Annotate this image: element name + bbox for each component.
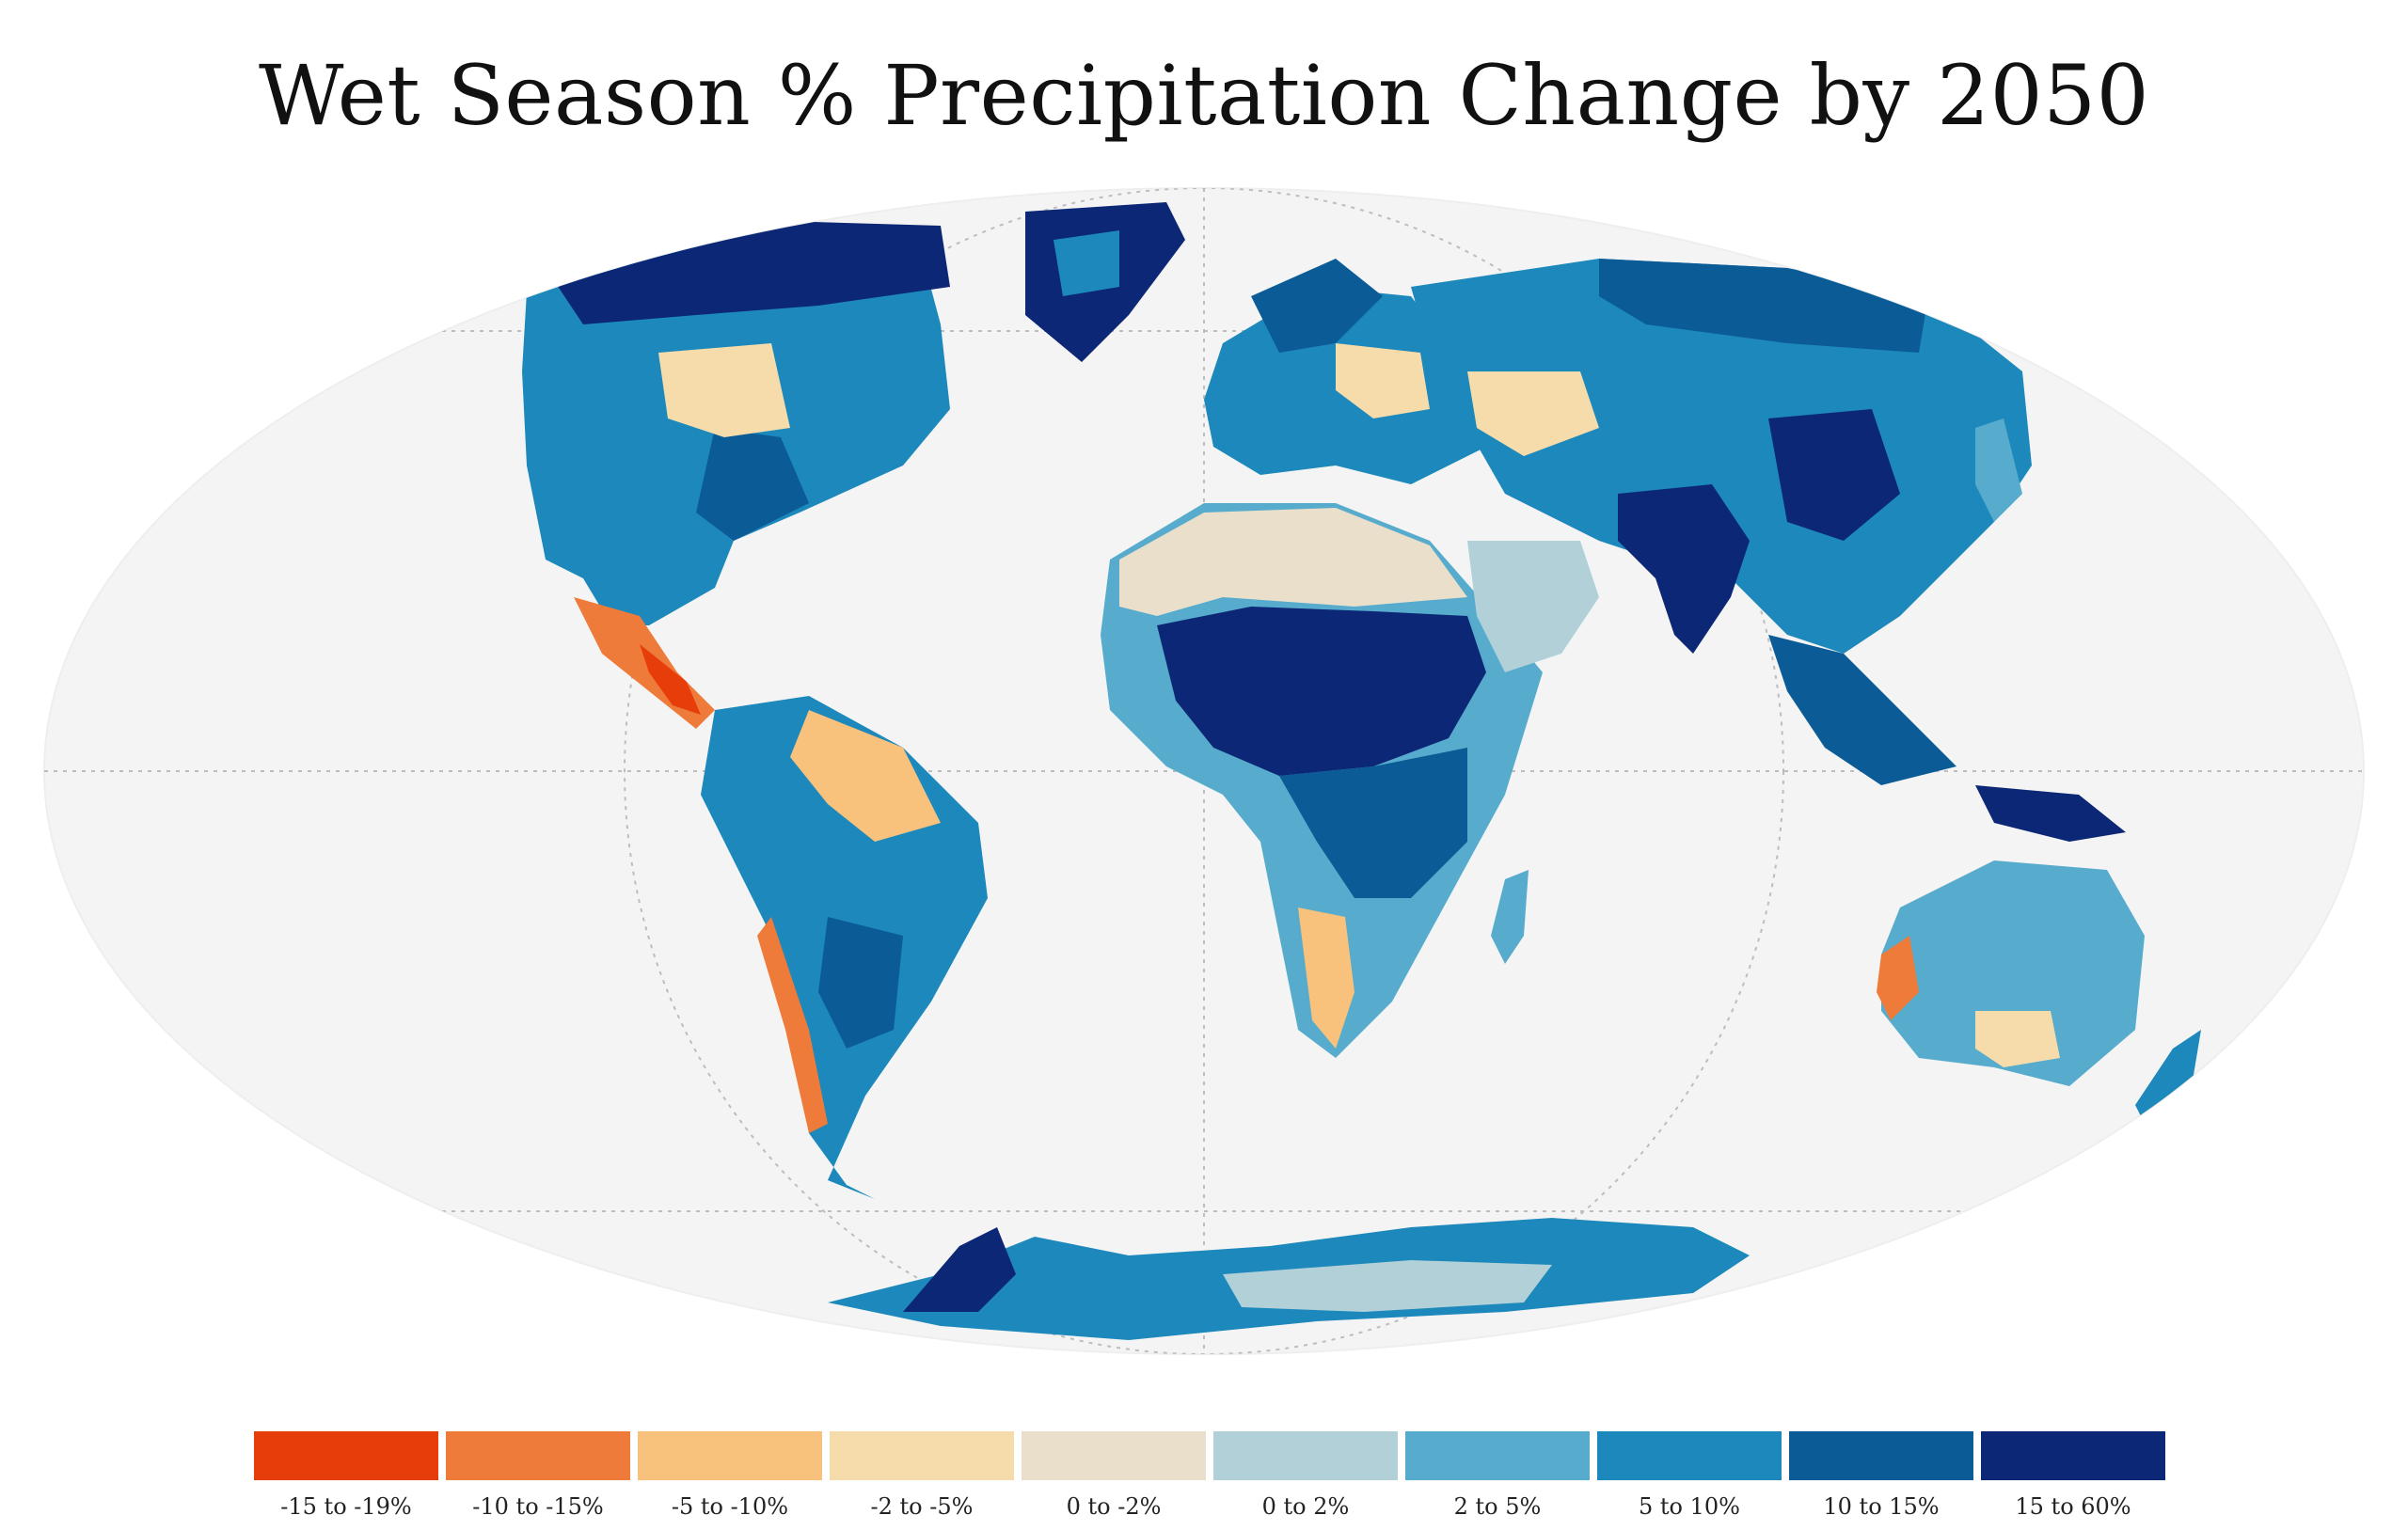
arabia [1467,541,1599,672]
legend-label: 15 to 60% [2015,1493,2131,1520]
madagascar [1491,870,1529,964]
asia [1411,259,2032,654]
australia-south-dry [1975,1011,2060,1067]
antarctic-peninsula [903,1227,1016,1312]
legend-item: 0 to 2% [1213,1431,1398,1525]
japan [1975,418,2022,522]
legend-label: 0 to 2% [1261,1493,1350,1520]
legend-swatch [1981,1431,2165,1480]
amazon-dry [790,710,941,842]
antarctica-interior [1223,1260,1552,1312]
legend-item: 2 to 5% [1405,1431,1590,1525]
legend-item: -10 to -15% [446,1431,630,1525]
legend-label: -2 to -5% [870,1493,974,1520]
europe-dry [1336,343,1430,418]
south-america-wet [818,917,903,1049]
legend-item: 15 to 60% [1981,1431,2165,1525]
andes-dry [757,917,828,1133]
legend-item: 0 to -2% [1022,1431,1206,1525]
legend-swatch [1022,1431,1206,1480]
maritime-asia [1975,785,2126,842]
legend-swatch [1213,1431,1398,1480]
land-masses [522,202,2201,1340]
legend-label: 2 to 5% [1453,1493,1542,1520]
legend-label: -10 to -15% [472,1493,604,1520]
sahel-wet [1157,607,1486,776]
legend-item: 5 to 10% [1597,1431,1782,1525]
north-america-dry [658,343,790,437]
map-title: Wet Season % Precipitation Change by 205… [258,47,2150,144]
legend-item: -2 to -5% [830,1431,1014,1525]
scandinavia [1251,259,1383,353]
legend-label: 5 to 10% [1639,1493,1740,1520]
legend-label: -5 to -10% [671,1493,789,1520]
greenland-interior [1054,230,1119,296]
new-zealand [2135,1030,2201,1124]
india [1618,484,1750,654]
north-america-east [696,428,809,541]
legend: -15 to -19% -10 to -15% -5 to -10% -2 to -5… [254,1431,2173,1525]
legend-swatch [830,1431,1014,1480]
china-wet [1768,409,1900,541]
australia-west-dry [1877,936,1919,1020]
southern-africa-dry [1298,908,1354,1049]
legend-swatch [254,1431,438,1480]
meridian-ellipse [624,188,1784,1354]
legend-swatch [1405,1431,1590,1480]
central-asia-dry [1467,371,1599,456]
central-africa-wet [1279,748,1467,898]
legend-swatch [1789,1431,1973,1480]
world-map [0,183,2408,1368]
legend-item: -5 to -10% [638,1431,822,1525]
map-svg [43,187,2365,1355]
legend-swatch [1597,1431,1782,1480]
legend-label: 10 to 15% [1823,1493,1940,1520]
central-america-south [640,644,701,715]
sahara [1119,508,1467,616]
legend-label: -15 to -19% [280,1493,412,1520]
legend-item: -15 to -19% [254,1431,438,1525]
australia [1881,860,2145,1086]
legend-item: 10 to 15% [1789,1431,1973,1525]
legend-swatch [446,1431,630,1480]
legend-label: 0 to -2% [1066,1493,1162,1520]
legend-swatch [638,1431,822,1480]
southeast-asia [1768,635,1956,785]
